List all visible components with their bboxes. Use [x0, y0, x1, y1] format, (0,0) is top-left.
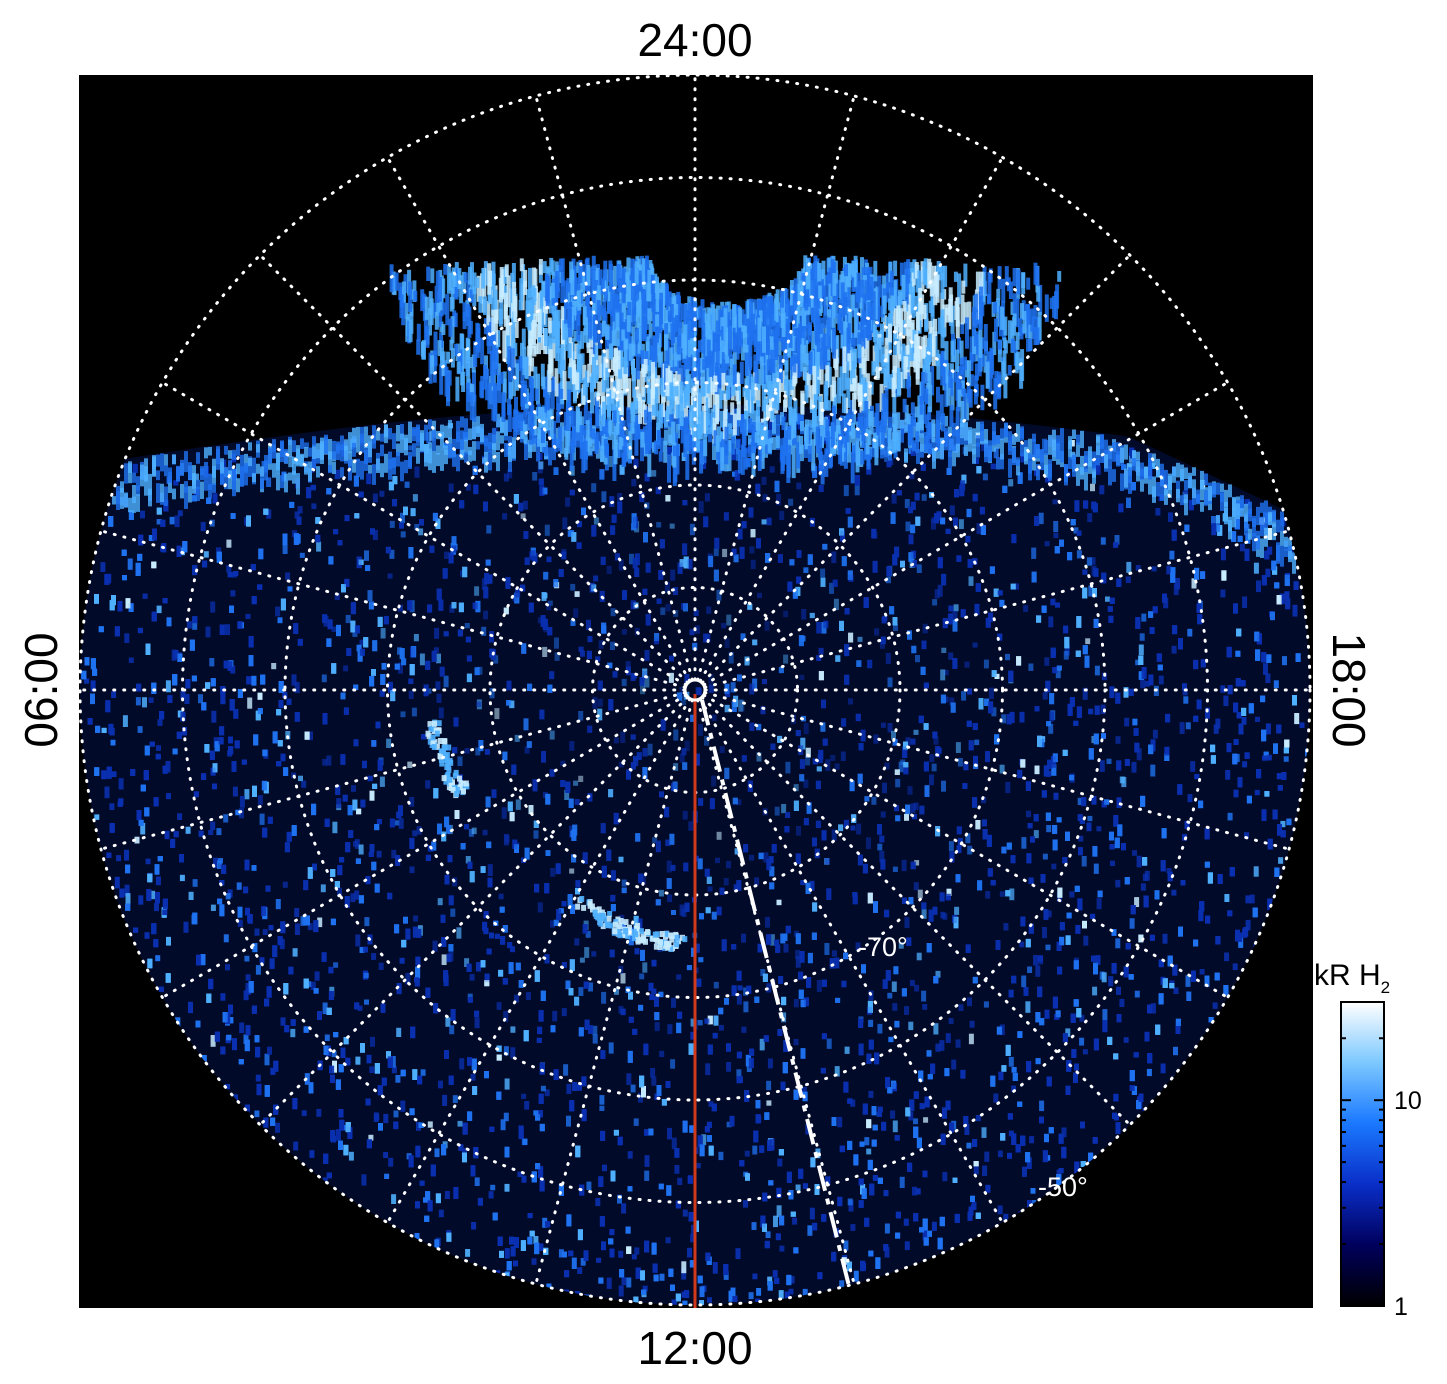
- latitude-circle: [386, 381, 1004, 999]
- meridian-line: [702, 693, 1230, 999]
- meridian-line: [703, 691, 1291, 851]
- local-time-label-bottom: 12:00: [637, 1322, 752, 1374]
- meridian-line: [99, 691, 687, 851]
- local-time-label-left: 06:00: [15, 632, 67, 747]
- meridian-line: [696, 94, 856, 682]
- meridian-line: [698, 697, 1004, 1225]
- meridian-line: [703, 529, 1291, 689]
- local-time-label-top: 24:00: [637, 14, 752, 66]
- meridian-line: [258, 695, 690, 1127]
- latitude-label-50: -50°: [1038, 1172, 1088, 1202]
- polar-grid: [79, 75, 1312, 1307]
- colorbar-title: kR H2: [1314, 959, 1390, 997]
- colorbar-ramp: [1340, 1001, 1385, 1307]
- meridian-line: [534, 94, 694, 682]
- meridian-line: [386, 697, 692, 1225]
- meridian-line: [258, 253, 690, 685]
- meridian-line: [700, 695, 1132, 1127]
- meridian-line: [160, 693, 688, 999]
- meridian-line: [160, 381, 688, 687]
- colorbar-tick-label: 10: [1394, 1087, 1422, 1115]
- local-time-label-right: 18:00: [1323, 632, 1375, 747]
- meridian-line: [698, 155, 1004, 683]
- meridian-line: [534, 698, 694, 1286]
- meridian-line: [386, 155, 692, 683]
- meridian-line: [702, 381, 1230, 687]
- latitude-circle: [79, 75, 1312, 1307]
- meridian-line: [700, 253, 1132, 685]
- colorbar: kR H2 1 10: [1314, 959, 1422, 1321]
- colorbar-title-text: kR H: [1314, 959, 1381, 992]
- emission-pixels: [81, 255, 1310, 1305]
- colorbar-ticks: 1 10: [1341, 1001, 1422, 1321]
- meridian-line: [99, 529, 687, 689]
- colorbar-title-subscript: 2: [1381, 978, 1390, 997]
- pole-marker: [683, 678, 707, 702]
- latitude-label-70: -70°: [858, 932, 908, 962]
- colorbar-tick-label: 1: [1394, 1293, 1408, 1321]
- dashed-meridian-line: [700, 699, 852, 1291]
